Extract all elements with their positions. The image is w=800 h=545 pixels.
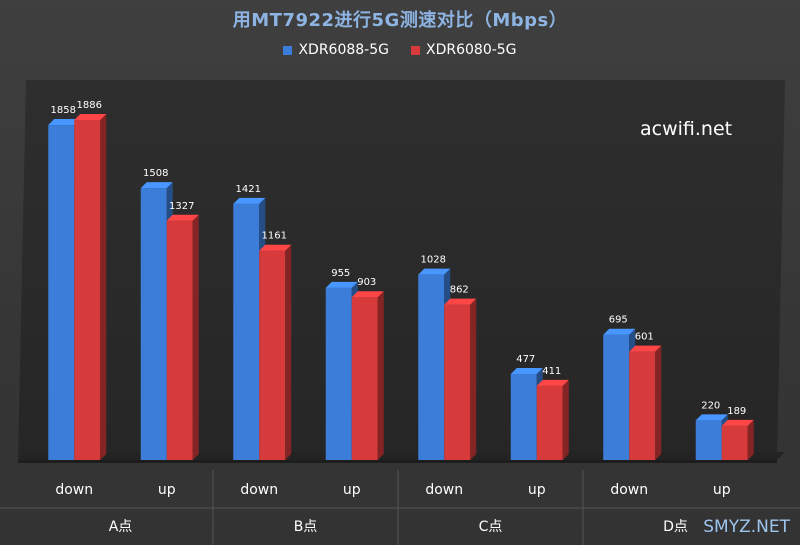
- data-label: 1508: [143, 168, 168, 179]
- bar-front: [325, 287, 352, 460]
- group-label: D点: [663, 519, 688, 535]
- bar-front: [721, 425, 748, 460]
- bar-top: [721, 419, 754, 426]
- legend-swatch-series-2: [411, 45, 420, 55]
- bar-front: [444, 304, 471, 460]
- back-wall: [18, 80, 785, 460]
- bar-top: [140, 182, 173, 189]
- bar-front: [695, 420, 722, 460]
- bar-side: [655, 345, 662, 460]
- legend-label-series-2: XDR6080-5G: [426, 42, 517, 58]
- bar-front: [48, 125, 75, 460]
- bar-top: [48, 119, 81, 126]
- bar-front: [510, 374, 537, 460]
- group-label: C点: [479, 519, 503, 535]
- bar-XDR6080-5G-2: [259, 244, 292, 460]
- data-label: 695: [609, 315, 628, 326]
- bar-side: [192, 214, 199, 460]
- legend-label-series-1: XDR6088-5G: [298, 42, 389, 58]
- data-label: 1421: [236, 184, 261, 195]
- bar-top: [74, 114, 107, 120]
- bar-XDR6080-5G-0: [74, 114, 107, 460]
- bar-XDR6080-5G-6: [629, 345, 662, 460]
- bar-XDR6080-5G-1: [166, 214, 199, 460]
- chart-title: 用MT7922进行5G测速对比（Mbps）: [232, 10, 568, 31]
- bar-top: [629, 345, 662, 352]
- tick-label-down: down: [55, 482, 93, 498]
- bar-front: [629, 351, 656, 460]
- bar-top: [418, 268, 451, 275]
- corner-watermark: SMYZ.NET: [703, 517, 790, 537]
- bar-side: [285, 244, 292, 460]
- bar-top: [536, 379, 569, 386]
- bar-side: [562, 379, 569, 460]
- bar-XDR6080-5G-7: [721, 419, 754, 460]
- bar-top: [259, 244, 292, 251]
- floor-edge: [18, 460, 777, 463]
- data-label: 601: [635, 332, 654, 343]
- bar-front: [418, 274, 445, 460]
- bar-XDR6080-5G-3: [351, 291, 384, 460]
- legend-swatch-series-1: [283, 45, 293, 55]
- data-label: 1858: [51, 105, 76, 116]
- data-label: 477: [516, 354, 535, 365]
- tick-label-down: down: [425, 482, 463, 498]
- bar-front: [166, 220, 193, 460]
- data-label: 955: [331, 268, 350, 279]
- bar-side: [747, 419, 754, 460]
- group-label: A点: [109, 519, 133, 535]
- tick-label-up: up: [343, 482, 361, 498]
- bar-side: [100, 114, 107, 460]
- data-label: 1327: [169, 201, 194, 212]
- bar-side: [377, 291, 384, 460]
- data-label: 862: [450, 285, 469, 296]
- bar-XDR6088-5G-7: [695, 414, 728, 460]
- bar-front: [259, 250, 286, 460]
- floor: [18, 452, 785, 460]
- data-label: 1886: [77, 100, 102, 111]
- bar-side: [470, 298, 477, 460]
- legend-item-series-2: XDR6080-5G: [411, 42, 517, 58]
- bar-XDR6080-5G-4: [444, 298, 477, 460]
- bar-front: [140, 188, 167, 460]
- data-label: 1028: [421, 255, 446, 266]
- bar-front: [536, 385, 563, 460]
- tick-label-down: down: [240, 482, 278, 498]
- data-label: 411: [542, 366, 561, 377]
- data-label: 903: [357, 277, 376, 288]
- bar-top: [233, 197, 266, 204]
- data-label: 1161: [262, 231, 287, 242]
- bar-top: [603, 328, 636, 335]
- bar-top: [695, 414, 728, 421]
- bar-XDR6080-5G-5: [536, 379, 569, 460]
- bar-top: [444, 298, 477, 305]
- tick-label-up: up: [158, 482, 176, 498]
- bar-front: [74, 120, 101, 460]
- bar-front: [351, 297, 378, 460]
- bar-front: [603, 334, 630, 460]
- watermark-text: acwifi.net: [640, 118, 733, 140]
- tick-label-up: up: [713, 482, 731, 498]
- data-label: 189: [727, 406, 746, 417]
- legend-item-series-1: XDR6088-5G: [283, 42, 389, 58]
- bar-front: [233, 203, 260, 461]
- bar-top: [510, 368, 543, 375]
- tick-label-up: up: [528, 482, 546, 498]
- data-label: 220: [701, 400, 720, 411]
- bar-top: [166, 214, 199, 221]
- group-label: B点: [294, 519, 318, 535]
- legend: XDR6088-5G XDR6080-5G: [0, 42, 800, 58]
- tick-label-down: down: [610, 482, 648, 498]
- bar-top: [325, 281, 358, 288]
- bar-top: [351, 291, 384, 298]
